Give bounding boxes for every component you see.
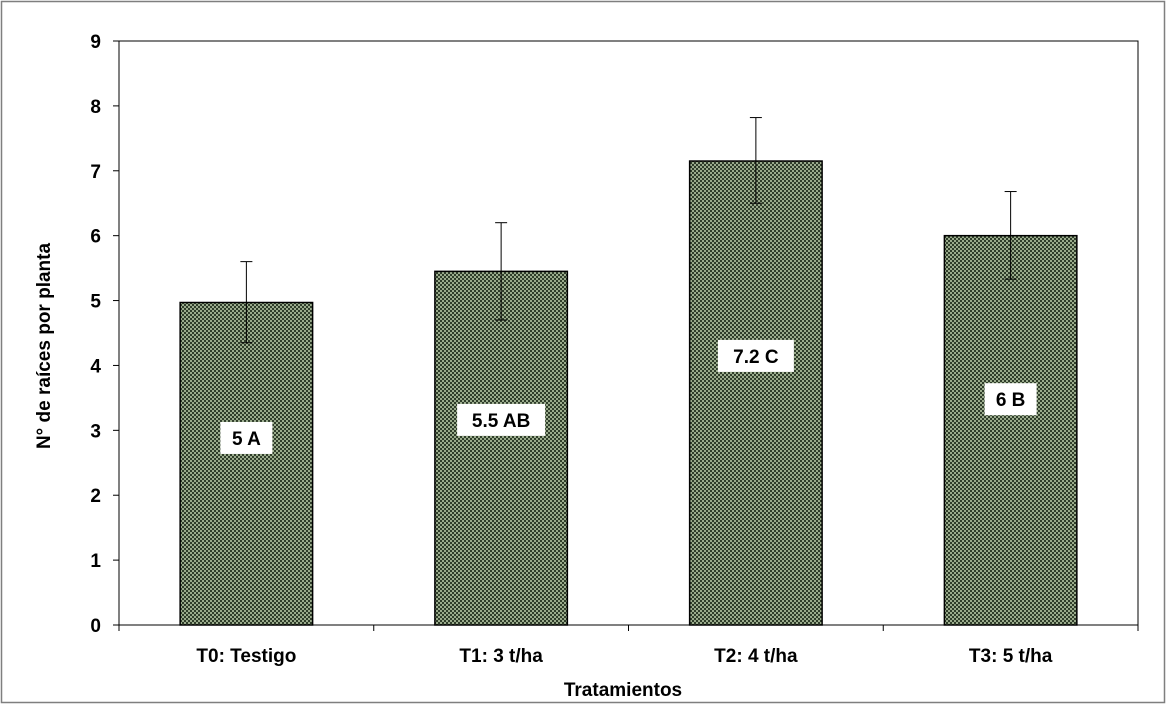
bar: [179, 301, 314, 626]
y-tick-label: 6: [90, 227, 101, 248]
data-label: 5 A: [232, 429, 261, 450]
bar: [943, 234, 1078, 626]
x-tick-label: T3: 5 t/ha: [969, 646, 1053, 667]
y-tick-label: 8: [90, 97, 101, 118]
data-label: 6 B: [996, 390, 1026, 411]
y-tick-label: 7: [90, 162, 101, 183]
y-tick-label: 2: [90, 486, 101, 507]
x-tick-label: T1: 3 t/ha: [459, 646, 543, 667]
y-tick-label: 4: [90, 356, 101, 377]
y-tick-label: 3: [90, 421, 101, 442]
data-label-box: [457, 403, 546, 436]
y-tick-label: 9: [90, 32, 101, 53]
data-label: 7.2 C: [733, 347, 779, 368]
bar: [434, 270, 569, 626]
y-tick-label: 5: [90, 292, 101, 313]
y-axis-title: N° de raíces por planta: [34, 243, 55, 450]
x-axis-title: Tratamientos: [564, 680, 682, 701]
data-label-box: [717, 339, 794, 372]
data-label-box: [220, 421, 273, 454]
y-tick-label: 1: [90, 551, 101, 572]
bar: [688, 160, 823, 626]
data-label: 5.5 AB: [472, 411, 530, 432]
x-tick-label: T0: Testigo: [196, 646, 296, 667]
x-tick-label: T2: 4 t/ha: [714, 646, 798, 667]
y-tick-label: 0: [90, 616, 101, 637]
data-label-box: [984, 383, 1037, 416]
